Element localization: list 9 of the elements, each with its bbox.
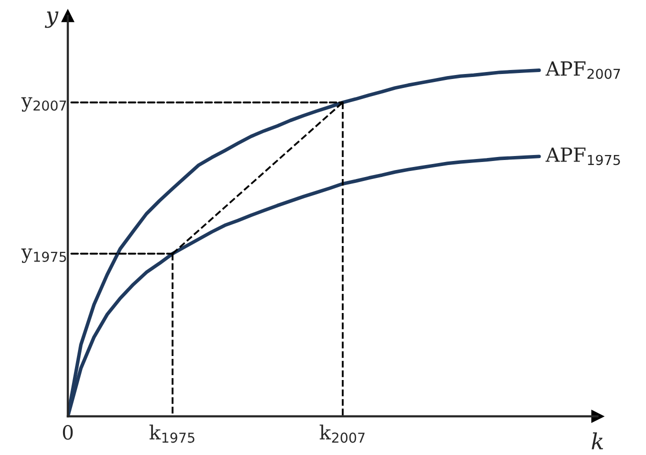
x-axis-title: k <box>592 432 604 450</box>
x-tick-label: k$_{1975}$ <box>149 424 194 443</box>
x-tick-label: 0 <box>62 425 73 440</box>
series-label: APF$_{1975}$ <box>546 148 620 166</box>
x-tick-label: k$_{2007}$ <box>320 424 365 443</box>
series-label: APF$_{2007}$ <box>546 61 620 79</box>
annotation: y$_{2007}$ <box>21 97 66 112</box>
annotation: y$_{1975}$ <box>21 248 66 263</box>
y-axis-title: y <box>44 11 58 28</box>
